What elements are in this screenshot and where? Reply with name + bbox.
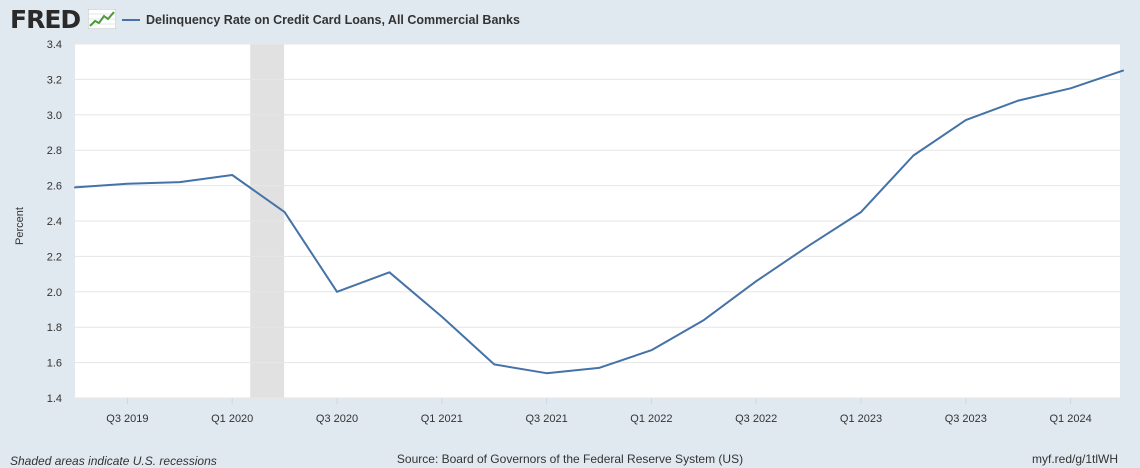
fred-logo-graph-icon — [88, 9, 116, 29]
data-point[interactable] — [961, 115, 971, 125]
x-axis-ticks: Q3 2019 Q1 2020 Q3 2020 Q1 2021 Q3 2021 Q1 20… — [106, 398, 1092, 425]
data-point[interactable] — [804, 241, 814, 251]
y-tick-label: 2.2 — [47, 251, 62, 263]
data-point[interactable] — [646, 345, 656, 355]
y-tick-label: 2.6 — [47, 181, 62, 193]
data-point[interactable] — [699, 315, 709, 325]
data-point[interactable] — [1066, 83, 1076, 93]
data-point[interactable] — [856, 207, 866, 217]
recession-note: Shaded areas indicate U.S. recessions — [10, 454, 217, 468]
short-link[interactable]: myf.red/g/1tlWH — [1031, 452, 1118, 466]
y-tick-label: 1.6 — [47, 358, 62, 370]
y-axis-label: Percent — [14, 207, 26, 245]
data-point[interactable] — [437, 312, 447, 322]
fred-logo[interactable]: FRED — [10, 5, 81, 34]
x-tick-label: Q1 2021 — [421, 413, 463, 425]
chart-legend[interactable]: Delinquency Rate on Credit Card Loans, A… — [122, 10, 520, 30]
data-point[interactable] — [175, 177, 185, 187]
y-axis-ticks: 1.4 1.6 1.8 2.0 2.2 2.4 2.6 2.8 3.0 3.2 3.4 — [47, 39, 62, 405]
data-point[interactable] — [384, 267, 394, 277]
x-tick-label: Q3 2021 — [525, 413, 567, 425]
x-tick-label: Q3 2020 — [316, 413, 358, 425]
data-point[interactable] — [122, 179, 132, 189]
data-point[interactable] — [489, 359, 499, 369]
series-layer — [70, 66, 1128, 378]
y-tick-label: 3.4 — [47, 39, 62, 51]
line-chart[interactable]: 1.4 1.6 1.8 2.0 2.2 2.4 2.6 2.8 3.0 3.2 3.4 Q3 201… — [0, 0, 1140, 452]
source-text: Source: Board of Governors of the Federa… — [396, 452, 744, 466]
y-tick-label: 1.4 — [47, 393, 62, 405]
grid-lines — [75, 43, 1120, 399]
legend-line-swatch — [122, 19, 140, 21]
data-point[interactable] — [1118, 66, 1128, 76]
data-point[interactable] — [751, 276, 761, 286]
data-point[interactable] — [542, 368, 552, 378]
data-point[interactable] — [280, 207, 290, 217]
y-tick-label: 3.0 — [47, 110, 62, 122]
data-point[interactable] — [70, 182, 80, 192]
data-point[interactable] — [332, 287, 342, 297]
x-tick-label: Q1 2022 — [630, 413, 672, 425]
x-tick-label: Q1 2023 — [840, 413, 882, 425]
y-tick-label: 2.8 — [47, 145, 62, 157]
data-point[interactable] — [594, 363, 604, 373]
data-point[interactable] — [227, 170, 237, 180]
y-tick-label: 2.4 — [47, 216, 62, 228]
data-point[interactable] — [908, 151, 918, 161]
chart-header: FRED Delinquency Rate on Credit Card Loa… — [0, 0, 1140, 40]
data-point[interactable] — [1013, 96, 1023, 106]
series-line[interactable] — [74, 69, 1124, 375]
x-tick-label: Q3 2023 — [945, 413, 987, 425]
x-tick-label: Q3 2022 — [735, 413, 777, 425]
y-tick-label: 3.2 — [47, 74, 62, 86]
legend-series-label: Delinquency Rate on Credit Card Loans, A… — [146, 13, 520, 27]
x-tick-label: Q1 2024 — [1049, 413, 1091, 425]
x-tick-label: Q1 2020 — [211, 413, 253, 425]
y-tick-label: 1.8 — [47, 322, 62, 334]
y-tick-label: 2.0 — [47, 287, 62, 299]
x-tick-label: Q3 2019 — [106, 413, 148, 425]
